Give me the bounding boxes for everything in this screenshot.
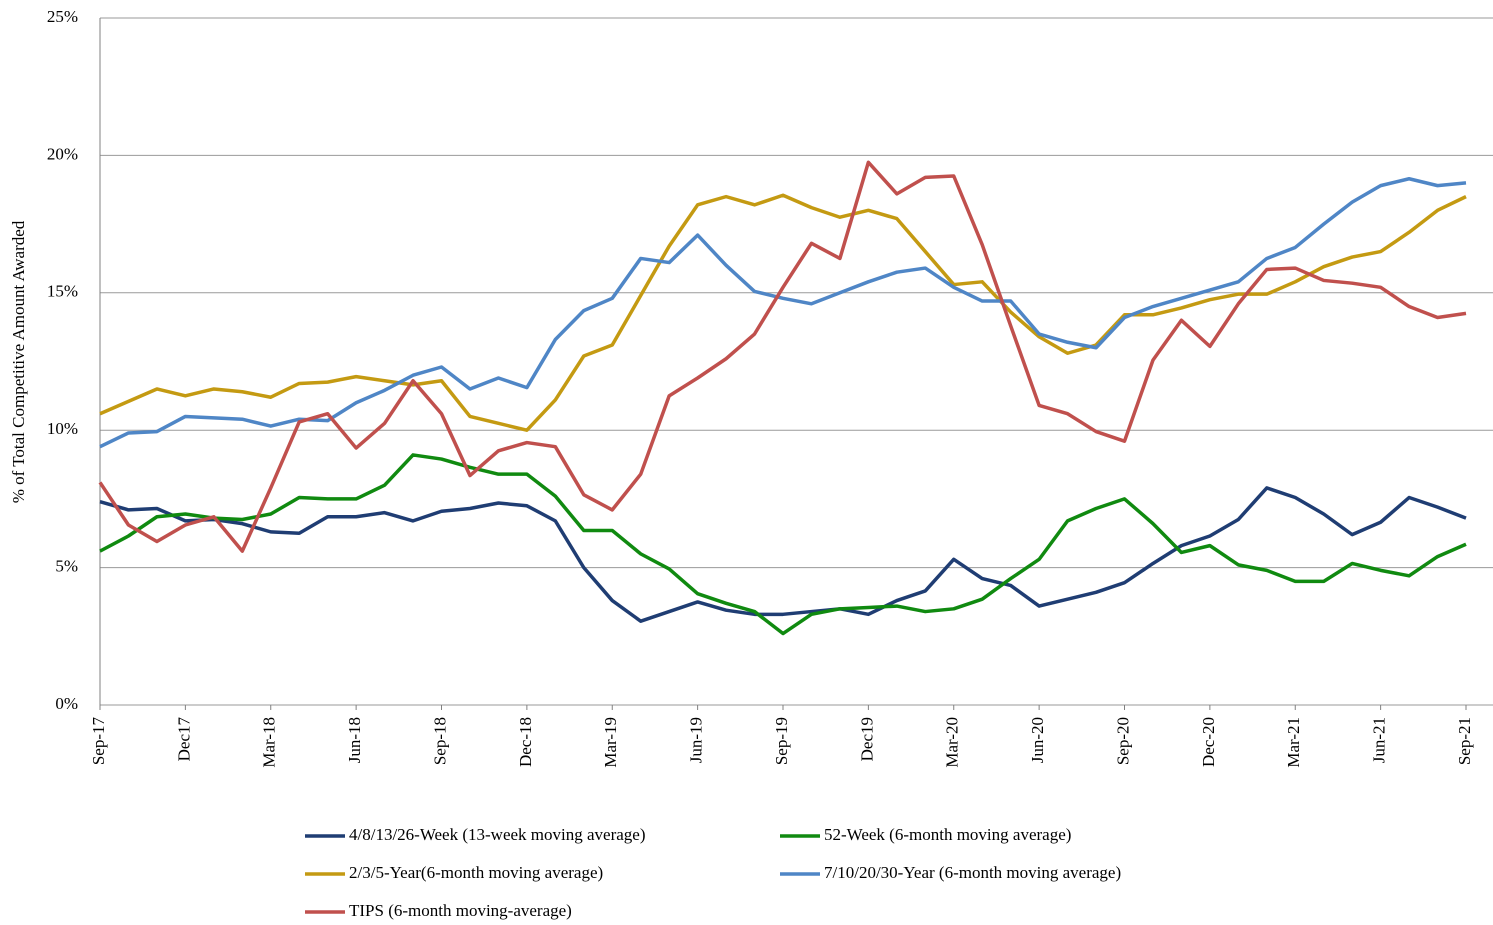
- y-tick-label: 25%: [47, 7, 78, 26]
- x-tick-label: Dec19: [857, 717, 876, 761]
- y-tick-label: 20%: [47, 144, 78, 163]
- legend-label: TIPS (6-month moving-average): [349, 901, 572, 920]
- legend-label: 4/8/13/26-Week (13-week moving average): [349, 825, 646, 844]
- x-tick-label: Jun-19: [687, 717, 706, 763]
- x-tick-label: Sep-20: [1113, 717, 1132, 765]
- legend-label: 7/10/20/30-Year (6-month moving average): [824, 863, 1121, 882]
- legend-label: 52-Week (6-month moving average): [824, 825, 1071, 844]
- x-tick-label: Sep-18: [430, 717, 449, 765]
- series-line: [99, 177, 1467, 449]
- y-tick-label: 0%: [55, 694, 78, 713]
- series-line: [99, 486, 1467, 623]
- x-tick-label: Mar-19: [601, 717, 620, 768]
- x-tick-label: Mar-20: [943, 717, 962, 768]
- x-tick-label: Dec-20: [1199, 717, 1218, 767]
- y-tick-label: 5%: [55, 557, 78, 576]
- legend-label: 2/3/5-Year(6-month moving average): [349, 863, 603, 882]
- series-line: [99, 193, 1467, 432]
- y-axis-label: % of Total Competitive Amount Awarded: [9, 220, 28, 503]
- series-line: [98, 160, 1467, 553]
- x-tick-label: Jun-21: [1370, 717, 1389, 763]
- x-tick-label: Dec-18: [516, 717, 535, 767]
- x-tick-label: Jun-20: [1028, 717, 1047, 763]
- x-tick-label: Sep-19: [772, 717, 791, 765]
- x-tick-label: Jun-18: [345, 717, 364, 763]
- series-line: [99, 453, 1467, 636]
- x-tick-label: Sep-17: [89, 717, 108, 766]
- y-tick-label: 15%: [47, 282, 78, 301]
- x-tick-label: Mar-18: [260, 717, 279, 768]
- x-tick-label: Sep-21: [1455, 717, 1474, 765]
- x-tick-label: Mar-21: [1284, 717, 1303, 768]
- x-tick-label: Dec17: [174, 717, 193, 762]
- y-tick-label: 10%: [47, 419, 78, 438]
